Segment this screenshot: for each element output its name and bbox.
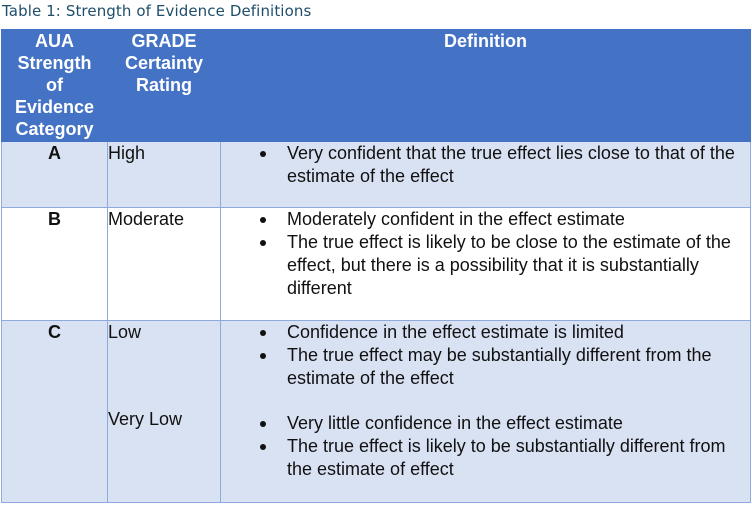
definition-bullet: The true effect is likely to be substant…	[260, 435, 750, 481]
rating-low: Low	[108, 322, 142, 342]
definition-bullet: Confidence in the effect estimate is lim…	[260, 321, 750, 344]
rating-cell: High	[107, 141, 221, 208]
category-cell: C	[1, 320, 108, 503]
category-cell: A	[1, 141, 108, 208]
table-row-a: A High Very confident that the true effe…	[1, 141, 751, 208]
definition-bullet: The true effect is likely to be close to…	[260, 231, 750, 300]
header-line: GRADE	[131, 31, 197, 51]
definition-list-very-low: Very little confidence in the effect est…	[221, 412, 750, 481]
header-line: Category	[15, 119, 94, 139]
definition-bullet: Very little confidence in the effect est…	[260, 412, 750, 435]
table-row-b: B Moderate Moderately confident in the e…	[1, 207, 751, 321]
header-definition: Definition	[220, 29, 751, 142]
definition-bullet: The true effect may be substantially dif…	[260, 344, 750, 390]
rating-cell: Low Very Low	[107, 320, 221, 503]
table-row-c: C Low Very Low Confidence in the effect …	[1, 320, 751, 503]
definition-list: Very confident that the true effect lies…	[221, 142, 750, 188]
header-line: Strength	[17, 53, 92, 73]
strength-of-evidence-table: AUA Strength of Evidence Category GRADE …	[1, 29, 751, 503]
header-line: AUA	[35, 31, 74, 51]
definition-cell: Confidence in the effect estimate is lim…	[220, 320, 751, 503]
definition-cell: Very confident that the true effect lies…	[220, 141, 751, 208]
header-aua-category: AUA Strength of Evidence Category	[1, 29, 108, 142]
category-cell: B	[1, 207, 108, 321]
header-line: Certainty	[124, 53, 204, 73]
header-grade-rating: GRADE Certainty Rating	[107, 29, 221, 142]
header-line: of	[46, 75, 63, 95]
header-line: Rating	[136, 75, 192, 95]
definition-bullet: Very confident that the true effect lies…	[260, 142, 750, 188]
definition-cell: Moderately confident in the effect estim…	[220, 207, 751, 321]
table-caption: Table 1: Strength of Evidence Definition…	[2, 2, 312, 20]
definition-list: Moderately confident in the effect estim…	[221, 208, 750, 300]
definition-bullet: Moderately confident in the effect estim…	[260, 208, 750, 231]
rating-cell: Moderate	[107, 207, 221, 321]
header-line: Evidence	[14, 97, 95, 117]
rating-very-low: Very Low	[108, 409, 183, 429]
header-row: AUA Strength of Evidence Category GRADE …	[1, 29, 751, 142]
definition-list-low: Confidence in the effect estimate is lim…	[221, 321, 750, 390]
